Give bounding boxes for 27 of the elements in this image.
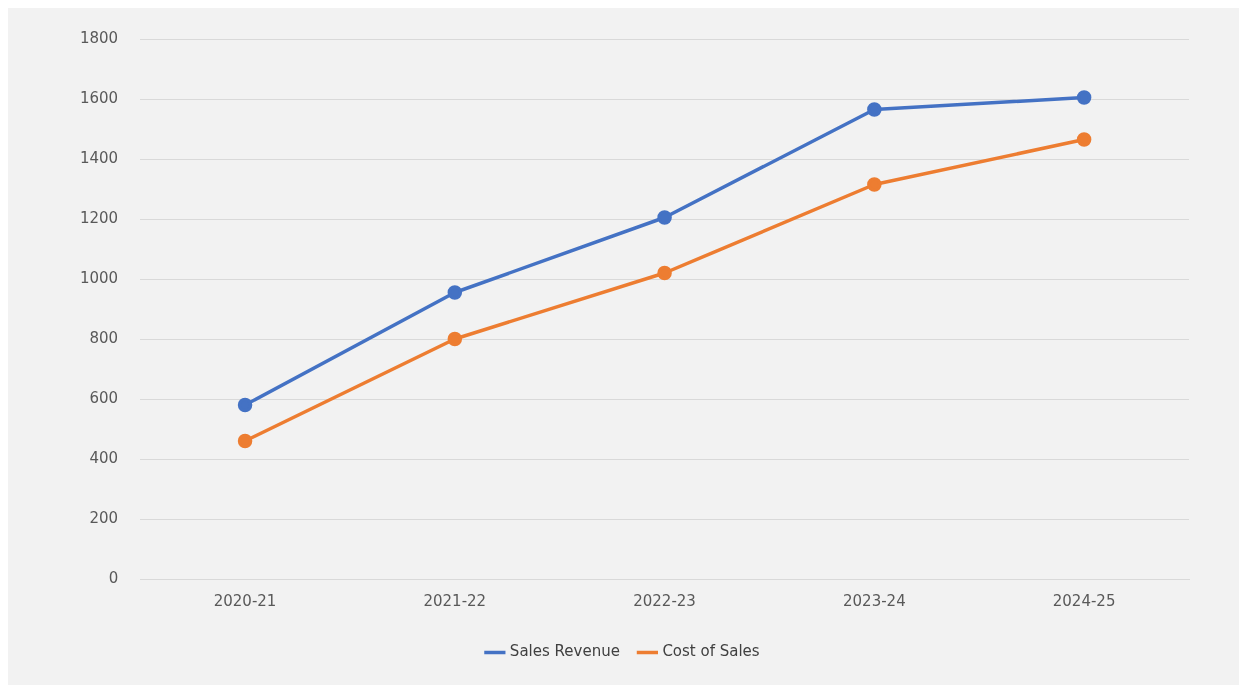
point bbox=[1076, 90, 1092, 105]
x-tick-label: 2021-22 bbox=[423, 591, 487, 610]
point bbox=[237, 433, 253, 449]
point bbox=[657, 265, 672, 281]
y-tick-label: 1800 bbox=[79, 28, 119, 47]
point bbox=[447, 331, 463, 347]
point bbox=[237, 397, 253, 413]
x-tick-label: 2023-24 bbox=[843, 591, 906, 610]
y-tick-label: 1400 bbox=[79, 148, 119, 167]
y-tick-label: 600 bbox=[89, 388, 119, 407]
y-tick-label: 1000 bbox=[79, 268, 119, 287]
x-tick-label: 2022-23 bbox=[633, 591, 696, 610]
legend-label: Cost of Sales bbox=[662, 642, 760, 661]
legend-label: Sales Revenue bbox=[509, 642, 620, 661]
point bbox=[657, 210, 672, 225]
x-tick-label: 2024-25 bbox=[1052, 591, 1116, 610]
point bbox=[447, 285, 463, 300]
point bbox=[867, 102, 882, 117]
y-tick-label: 1200 bbox=[79, 208, 119, 227]
y-tick-label: 1600 bbox=[79, 88, 119, 107]
y-tick-label: 200 bbox=[89, 508, 119, 527]
y-tick-label: 400 bbox=[89, 448, 119, 467]
point bbox=[867, 177, 882, 192]
x-tick-label: 2020-21 bbox=[213, 591, 277, 610]
point bbox=[1076, 132, 1092, 147]
y-tick-label: 800 bbox=[89, 328, 119, 347]
y-tick-label: 0 bbox=[108, 568, 119, 587]
